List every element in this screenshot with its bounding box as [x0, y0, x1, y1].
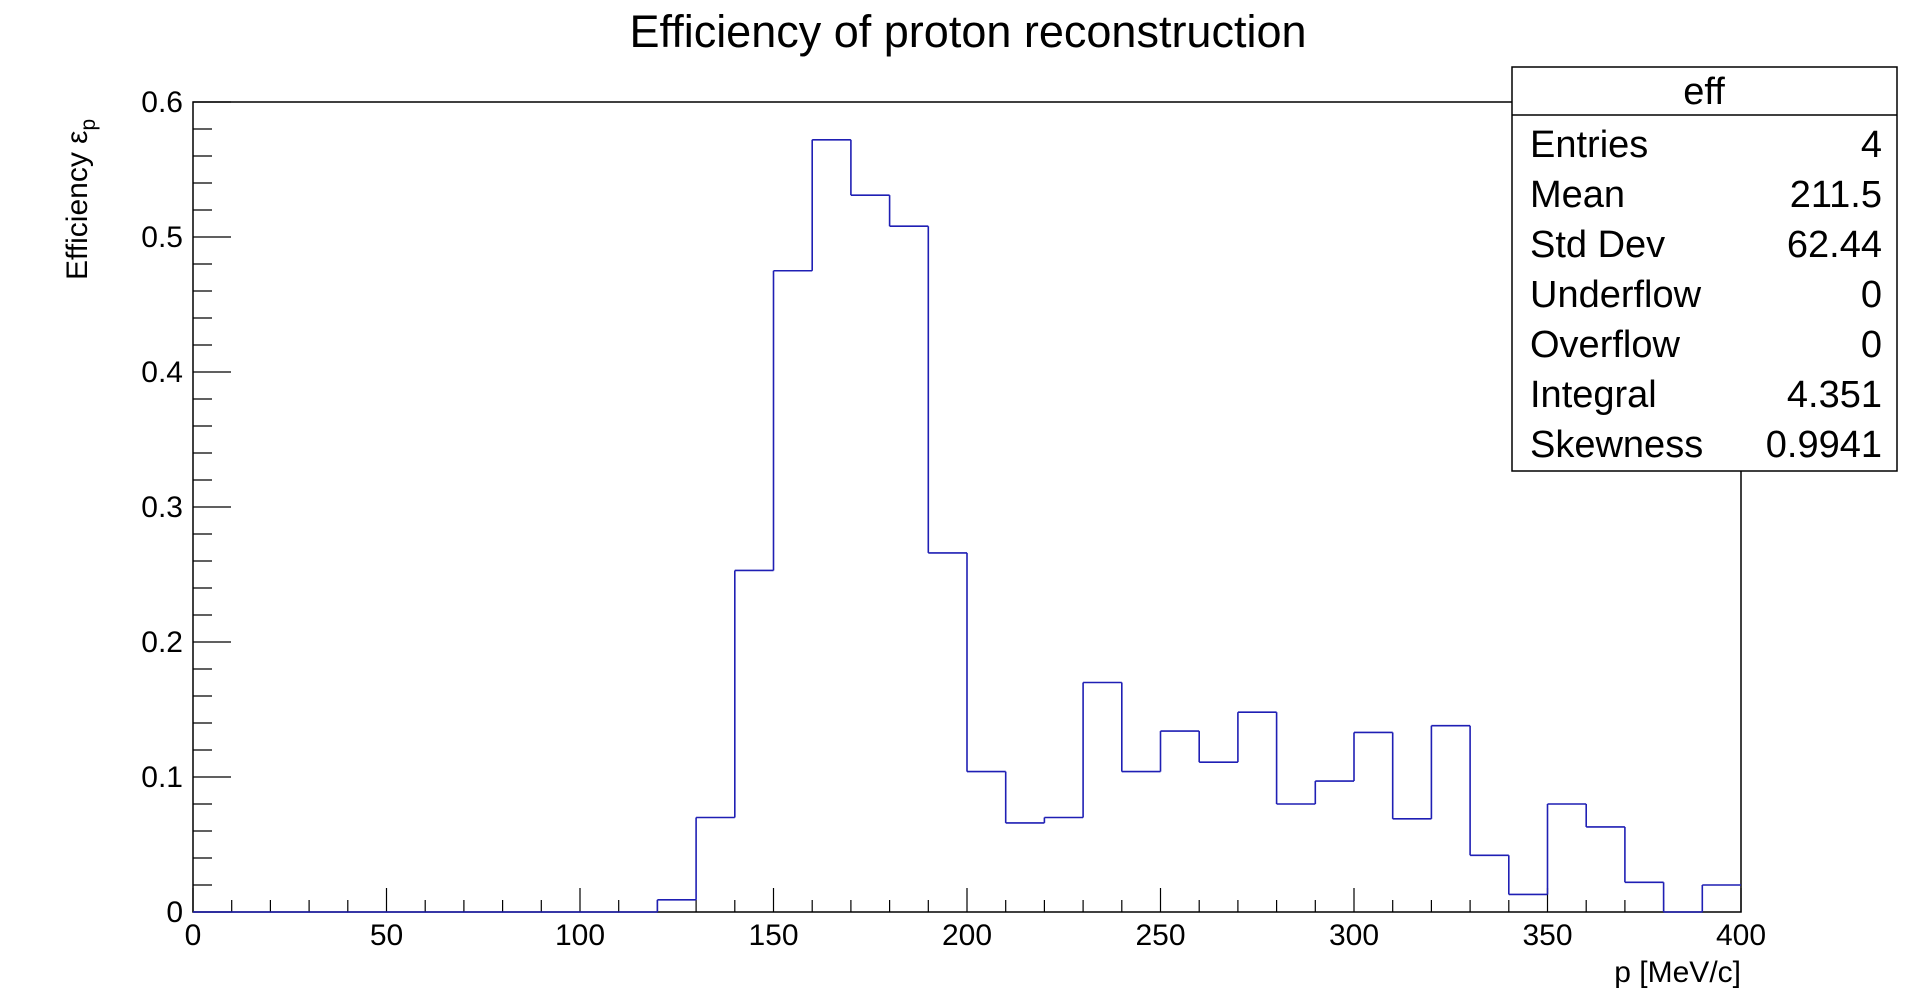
stats-row-label: Integral [1530, 374, 1657, 416]
stats-row-value: 0 [1861, 274, 1882, 316]
y-tick-label: 0.4 [141, 356, 183, 389]
stats-row-value: 4 [1861, 124, 1882, 166]
stats-row-label: Entries [1530, 124, 1648, 166]
chart-title: Efficiency of proton reconstruction [629, 6, 1306, 57]
axis-ticks: 0 50 100 150 200 250 300 350 400 0 0.1 0.2 0.3 0.4 0.5… [141, 86, 1766, 952]
y-axis-label-subscript: p [77, 119, 100, 131]
stats-row-value: 211.5 [1790, 174, 1882, 216]
y-tick-label: 0.5 [141, 221, 183, 254]
x-tick-label: 0 [185, 919, 202, 952]
x-tick-label: 400 [1716, 919, 1766, 952]
x-tick-label: 350 [1522, 919, 1572, 952]
y-axis-label: Efficiency εp [61, 119, 100, 280]
y-tick-label: 0.2 [141, 626, 183, 659]
stats-row-value: 62.44 [1787, 224, 1882, 266]
stats-box: eff Entries 4 Mean 211.5 Std Dev 62.44 Underfl… [1511, 66, 1898, 472]
x-tick-label: 50 [370, 919, 403, 952]
x-axis-label: p [MeV/c] [1614, 956, 1741, 989]
y-tick-label: 0.6 [141, 86, 183, 119]
stats-row-value: 0.9941 [1766, 424, 1882, 466]
y-tick-label: 0.1 [141, 761, 183, 794]
y-tick-label: 0 [166, 896, 183, 929]
stats-row-label: Std Dev [1530, 224, 1665, 266]
x-tick-label: 250 [1135, 919, 1185, 952]
x-tick-label: 100 [555, 919, 605, 952]
stats-row-value: 0 [1861, 324, 1882, 366]
stats-row-label: Mean [1530, 174, 1625, 216]
x-tick-label: 300 [1329, 919, 1379, 952]
histogram-series [193, 139, 1741, 913]
y-tick-label: 0.3 [141, 491, 183, 524]
plot-frame [192, 101, 1742, 913]
stats-row-value: 4.351 [1787, 374, 1882, 416]
x-tick-label: 150 [748, 919, 798, 952]
y-axis-label-main: Efficiency ε [61, 130, 94, 280]
plot-area-border [192, 101, 1742, 913]
stats-row-label: Overflow [1530, 324, 1680, 366]
stats-box-frame [1511, 66, 1898, 472]
stats-box-title: eff [1683, 71, 1725, 113]
stats-row-label: Skewness [1530, 424, 1703, 466]
stats-row-label: Underflow [1530, 274, 1702, 316]
stats-rows: Entries 4 Mean 211.5 Std Dev 62.44 Underflow 0 O… [1530, 124, 1882, 466]
x-tick-label: 200 [942, 919, 992, 952]
